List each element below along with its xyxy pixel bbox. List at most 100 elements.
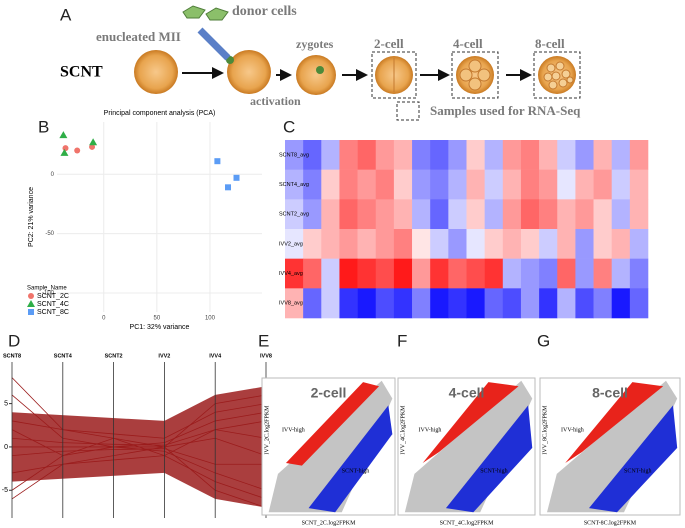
heat-cell <box>285 229 304 259</box>
x-axis-label: SCNT_2C.log2FPKM <box>302 520 357 526</box>
ivv-high <box>565 382 664 463</box>
scnt-high <box>445 405 533 513</box>
gray-cloud <box>268 380 393 513</box>
annotation: SCNT-high <box>480 469 507 475</box>
heat-cell <box>557 229 576 259</box>
ivv-high <box>285 382 380 466</box>
heat-cell <box>321 169 340 200</box>
heat-cell <box>448 140 467 170</box>
label: 2-cell <box>374 36 404 51</box>
heat-cell <box>285 288 304 319</box>
heat-cell <box>357 288 377 319</box>
heat-cell <box>593 140 612 170</box>
heat-cell <box>448 199 467 230</box>
x-tick-label: 100 <box>205 316 216 322</box>
scnt-high <box>589 405 678 513</box>
panel-labels: A B C D E F G <box>8 5 550 350</box>
scnt-high <box>308 405 393 513</box>
heat-cell <box>539 258 558 289</box>
heat-cell <box>502 199 522 230</box>
heat-cell <box>466 258 485 289</box>
legend-title: Sample_Name <box>27 286 67 292</box>
heat-cell <box>629 169 649 200</box>
line <box>11 403 267 439</box>
heat-cell <box>484 169 504 200</box>
heat-cell <box>375 199 395 230</box>
heat-cell <box>629 140 649 170</box>
heat-cell <box>484 288 504 319</box>
heat-cell <box>539 140 558 170</box>
point <box>225 184 232 191</box>
heat-cell <box>321 199 340 230</box>
line <box>11 377 267 448</box>
heat-cell <box>357 258 377 289</box>
heat-cell <box>466 229 485 259</box>
heat-cell <box>466 288 485 319</box>
heat-cell <box>593 288 612 319</box>
heat-cell <box>430 258 449 289</box>
point <box>89 143 96 150</box>
point <box>74 147 81 154</box>
heat-cell <box>575 169 594 200</box>
heat-cell <box>285 140 304 170</box>
heat-cell <box>448 169 467 200</box>
row-label: IVV4_avg <box>279 271 303 277</box>
heat-cell <box>557 140 576 170</box>
axis-label: SCNT4 <box>54 353 73 359</box>
heat-cell <box>321 258 340 289</box>
heat-cell <box>466 169 485 200</box>
legend-swatch <box>27 300 35 307</box>
heat-cell <box>375 140 395 170</box>
heat-cell <box>593 169 612 200</box>
panel-label: F <box>397 331 407 350</box>
heat-cell <box>303 288 322 319</box>
annotation: IVV-high <box>282 427 305 433</box>
heat-cell <box>611 229 631 259</box>
heat-cell <box>339 199 358 230</box>
heat-cell <box>593 199 612 230</box>
line <box>11 448 266 465</box>
panel-label: G <box>537 331 550 350</box>
legend-label: SCNT_4C <box>37 301 69 308</box>
heat-cell <box>539 288 558 319</box>
heat-cell <box>611 288 631 319</box>
heat-cell <box>575 140 594 170</box>
y-tick-label: 0 <box>4 444 8 451</box>
y-axis-label: IVV_4C.log2FPKM <box>400 405 406 455</box>
heat-cell <box>539 199 558 230</box>
heat-cell <box>303 229 322 259</box>
heat-cell <box>484 229 504 259</box>
row-label: IVV8_avg <box>279 301 303 307</box>
heat-cell <box>393 169 413 200</box>
label: activation <box>250 94 301 108</box>
heat-cell <box>339 140 358 170</box>
x-axis-label: SCNT-8C.log2FPKM <box>584 520 637 526</box>
diagram: donor cells enucleated MII SCNT zygotes … <box>60 4 581 121</box>
row-label: SCNT8_avg <box>279 152 309 158</box>
heat-cell <box>520 199 540 230</box>
heat-cell <box>339 229 358 259</box>
heat-cell <box>412 229 431 259</box>
heat-cell <box>466 199 485 230</box>
chart-title: 8-cell <box>592 385 628 401</box>
line <box>11 446 267 508</box>
heat-cell <box>502 229 522 259</box>
heat-cell <box>484 199 504 230</box>
panel-label: C <box>283 117 295 136</box>
heat-cell <box>575 199 594 230</box>
heat-cell <box>285 169 304 200</box>
heat-cell <box>502 169 522 200</box>
label: 8-cell <box>535 36 565 51</box>
heat-cell <box>575 288 594 319</box>
y-axis-label: IVV_2C.log2FPKM <box>264 405 270 455</box>
heat-cell <box>321 288 340 319</box>
heat-cell <box>629 288 649 319</box>
heat-cell <box>448 229 467 259</box>
heat-cell <box>611 258 631 289</box>
line <box>11 455 267 500</box>
heat-cell <box>557 169 576 200</box>
row-label: SCNT4_avg <box>279 182 309 188</box>
heat-cell <box>321 140 340 170</box>
heat-cell <box>357 199 377 230</box>
heat-cell <box>375 288 395 319</box>
